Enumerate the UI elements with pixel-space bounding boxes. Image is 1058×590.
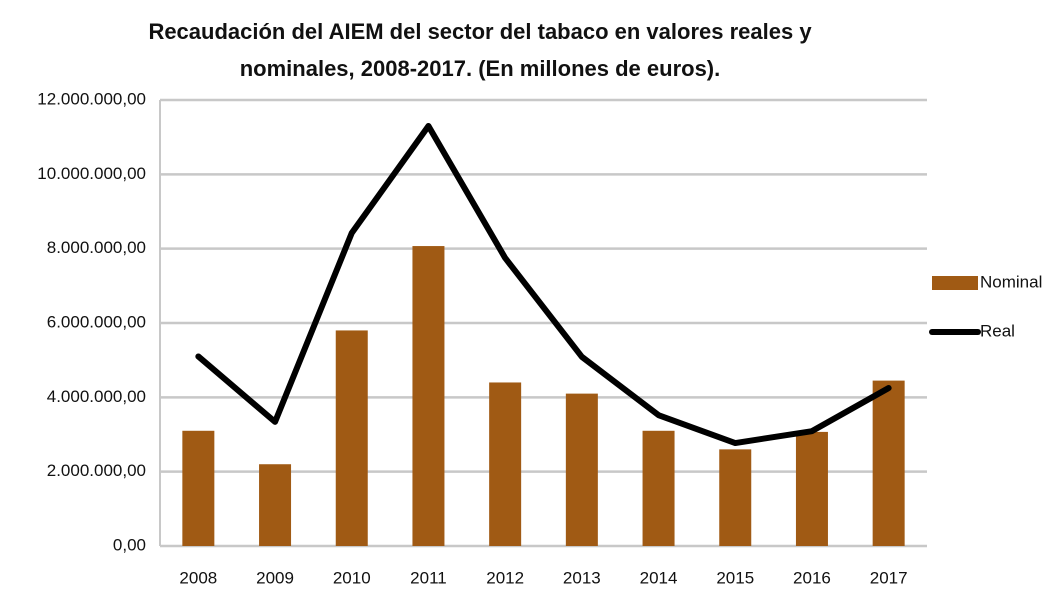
line: [195, 123, 892, 447]
y-tick-label: 4.000.000,00: [47, 387, 146, 406]
bar: [642, 430, 675, 546]
chart-title: nominales, 2008-2017. (En millones de eu…: [240, 56, 721, 81]
x-tick-label: 2014: [640, 568, 678, 587]
bar: [489, 382, 522, 546]
x-tick-label: 2016: [793, 568, 831, 587]
y-tick-label: 6.000.000,00: [47, 312, 146, 331]
legend-label: Real: [980, 321, 1015, 340]
x-tick-label: 2011: [410, 568, 447, 587]
x-tick-label: 2010: [333, 568, 371, 587]
bar: [335, 330, 368, 546]
bar: [259, 464, 292, 546]
bar: [719, 449, 752, 546]
y-tick-label: 10.000.000,00: [37, 164, 146, 183]
x-tick-label: 2012: [486, 568, 524, 587]
legend-swatch: [932, 276, 978, 290]
y-tick-label: 0,00: [113, 535, 146, 554]
bar: [412, 246, 445, 546]
bar: [872, 380, 905, 546]
x-tick-label: 2009: [256, 568, 294, 587]
y-tick-label: 2.000.000,00: [47, 461, 146, 480]
chart-title: Recaudación del AIEM del sector del taba…: [148, 19, 812, 44]
bar: [182, 430, 215, 546]
bar: [565, 393, 598, 546]
x-tick-label: 2015: [716, 568, 754, 587]
bar: [795, 431, 828, 546]
x-tick-label: 2013: [563, 568, 601, 587]
legend-label: Nominal: [980, 272, 1042, 291]
y-tick-label: 12.000.000,00: [37, 89, 146, 108]
x-tick-label: 2008: [179, 568, 217, 587]
y-tick-label: 8.000.000,00: [47, 238, 146, 257]
x-tick-label: 2017: [870, 568, 908, 587]
